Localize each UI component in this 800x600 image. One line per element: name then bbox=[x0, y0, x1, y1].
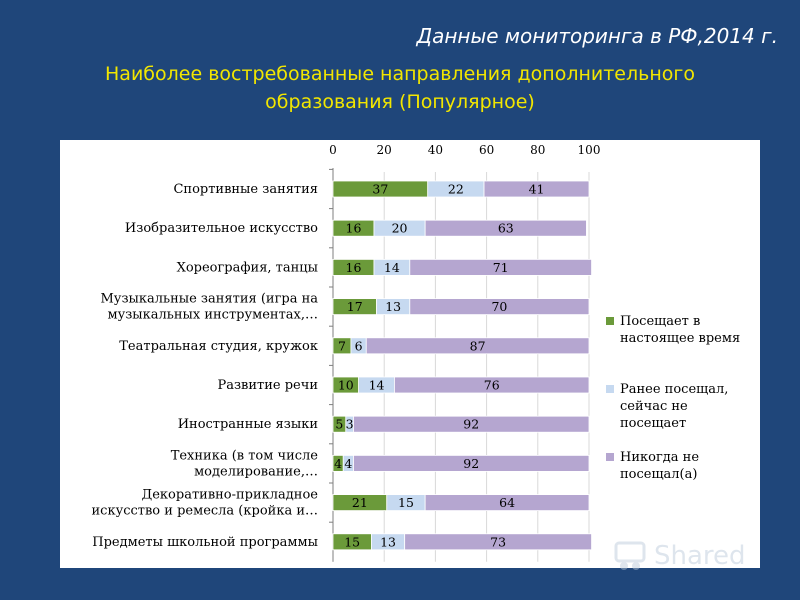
legend-label: Посещает в bbox=[620, 314, 700, 329]
category-label: искусство и ремесла (кройка и… bbox=[92, 504, 318, 519]
category-label: Иностранные языки bbox=[178, 417, 318, 432]
category-label: Декоративно-прикладное bbox=[142, 488, 319, 503]
category-label: Изобразительное искусство bbox=[125, 221, 318, 236]
legend-label: посещает bbox=[620, 416, 686, 431]
category-label: Музыкальные занятия (игра на bbox=[100, 292, 318, 307]
bar-segment bbox=[353, 454, 590, 472]
x-tick-label: 80 bbox=[530, 143, 545, 157]
legend-swatch bbox=[606, 453, 614, 461]
data-label: 64 bbox=[499, 495, 515, 510]
bar-segment bbox=[404, 533, 592, 551]
data-label: 20 bbox=[392, 221, 408, 236]
data-label: 10 bbox=[338, 378, 354, 393]
x-tick-label: 20 bbox=[377, 143, 392, 157]
bar-segment bbox=[483, 180, 590, 198]
data-label: 15 bbox=[398, 495, 414, 510]
watermark: Shared bbox=[612, 536, 782, 576]
x-tick-label: 60 bbox=[479, 143, 494, 157]
data-label: 4 bbox=[334, 456, 342, 471]
data-label: 4 bbox=[344, 456, 352, 471]
bar-segment bbox=[409, 259, 592, 276]
bar-segment bbox=[365, 337, 590, 355]
bar-segment bbox=[424, 494, 590, 512]
x-tick-labels: 0 20 40 60 80 100 bbox=[329, 143, 600, 157]
data-label: 87 bbox=[470, 338, 486, 353]
slide-subtitle: Наиболее востребованные направления допо… bbox=[105, 63, 695, 113]
bars: 37 22 41 16 20 63 16 14 71 17 13 70 7 6 87 10 14 76 5 3 92 4 4… bbox=[332, 180, 592, 551]
bar-segment bbox=[394, 376, 590, 394]
legend-label: настоящее время bbox=[620, 331, 740, 346]
data-label: 92 bbox=[463, 456, 479, 471]
data-label: 37 bbox=[372, 182, 388, 197]
bar-segment bbox=[424, 219, 587, 237]
data-label: 6 bbox=[355, 338, 363, 353]
data-label: 16 bbox=[346, 260, 362, 275]
category-label: Спортивные занятия bbox=[173, 182, 318, 197]
category-label: Театральная студия, кружок bbox=[119, 339, 318, 354]
watermark-text: Shared bbox=[654, 541, 746, 571]
data-label: 16 bbox=[346, 221, 362, 236]
data-label: 13 bbox=[380, 534, 396, 549]
category-label: Хореография, танцы bbox=[177, 260, 318, 275]
category-label: музыкальных инструментах,… bbox=[107, 308, 318, 323]
category-label: моделирование,… bbox=[194, 464, 318, 479]
data-label: 70 bbox=[491, 299, 507, 314]
data-label: 92 bbox=[463, 417, 479, 432]
data-label: 22 bbox=[448, 182, 464, 197]
category-label: Предметы школьной программы bbox=[92, 535, 318, 550]
legend-swatch bbox=[606, 317, 614, 325]
data-label: 17 bbox=[347, 299, 363, 314]
data-label: 21 bbox=[352, 495, 368, 510]
legend-label: Ранее посещал, bbox=[620, 382, 728, 397]
data-label: 14 bbox=[369, 378, 385, 393]
x-tick-label: 40 bbox=[428, 143, 443, 157]
slide-share-icon bbox=[614, 541, 646, 570]
bar-segment bbox=[409, 298, 590, 316]
bar-segment bbox=[353, 415, 590, 433]
data-label: 5 bbox=[335, 417, 343, 432]
stacked-bar-chart: 0 20 40 60 80 100 Спортивные занятия Изобразит… bbox=[92, 143, 740, 562]
x-tick-label: 100 bbox=[578, 143, 601, 157]
chart-panel: 0 20 40 60 80 100 Спортивные занятия Изобразит… bbox=[60, 140, 760, 568]
legend-swatch bbox=[606, 385, 614, 393]
data-label: 15 bbox=[344, 534, 360, 549]
legend-label: сейчас не bbox=[620, 399, 688, 414]
slide-title: Данные мониторинга в РФ,2014 г. bbox=[416, 24, 778, 48]
category-label: Развитие речи bbox=[217, 378, 318, 393]
data-label: 14 bbox=[384, 260, 400, 275]
legend-label: посещал(а) bbox=[620, 467, 697, 482]
data-label: 7 bbox=[338, 338, 346, 353]
category-labels: Спортивные занятия Изобразительное искусс… bbox=[92, 182, 319, 550]
data-label: 73 bbox=[490, 534, 506, 549]
data-label: 41 bbox=[529, 182, 545, 197]
data-label: 71 bbox=[493, 260, 509, 275]
data-label: 3 bbox=[346, 417, 354, 432]
legend: Посещает в настоящее время Ранее посещал, с… bbox=[606, 314, 740, 482]
data-label: 13 bbox=[385, 299, 401, 314]
data-label: 63 bbox=[498, 221, 514, 236]
x-tick-label: 0 bbox=[329, 143, 337, 157]
category-label: Техника (в том числе bbox=[171, 448, 319, 463]
data-label: 76 bbox=[484, 378, 500, 393]
legend-label: Никогда не bbox=[620, 450, 699, 465]
